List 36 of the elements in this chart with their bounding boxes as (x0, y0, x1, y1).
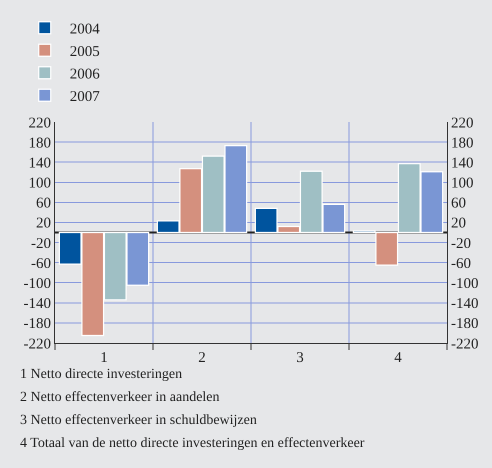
y2-tick-label: -100 (451, 276, 478, 292)
y-tick-label: -100 (24, 276, 51, 292)
y-tick-label: -140 (24, 296, 51, 312)
y2-tick-label: 60 (451, 196, 466, 212)
x-tick-label: 1 (100, 350, 108, 366)
legend-label: 2005 (70, 44, 100, 60)
y2-tick-label: -220 (451, 336, 478, 352)
legend-label: 2004 (70, 22, 100, 38)
y2-tick-label: 220 (451, 115, 474, 132)
text: 3 Netto effectenverkeer in schuldbewijzen (20, 413, 257, 428)
text: 2 Netto effectenverkeer in aandelen (20, 390, 220, 405)
y2-tick-label: 20 (451, 216, 466, 232)
y-tick-label: 60 (36, 196, 51, 212)
x-tick-label: 3 (296, 350, 304, 366)
y2-tick-label: 180 (451, 135, 474, 152)
y-tick-label: 180 (28, 135, 51, 152)
y-tick-label: -220 (24, 336, 51, 352)
y-tick-label: -180 (24, 316, 51, 332)
y-tick-label: 100 (28, 176, 51, 192)
text: 1 Netto directe investeringen (20, 367, 182, 382)
x-tick-label: 4 (394, 350, 402, 366)
y2-tick-label: -60 (451, 256, 471, 272)
y-tick-label: -60 (31, 256, 51, 272)
y2-tick-label: -140 (451, 296, 478, 312)
legend-label: 2007 (70, 89, 100, 106)
legend-label: 2006 (70, 66, 100, 83)
y2-tick-label: 140 (451, 155, 474, 172)
y-tick-label: 20 (36, 216, 51, 232)
text: 4 Totaal van de netto directe investeringen en effectenverkeer (20, 436, 365, 451)
y2-tick-label: 100 (451, 176, 474, 192)
x-tick-label: 2 (198, 350, 206, 366)
y-tick-label: 140 (28, 155, 51, 172)
y2-tick-label: -20 (451, 236, 471, 252)
y2-tick-label: -180 (451, 316, 478, 332)
y-tick-label: 220 (28, 115, 51, 132)
y-tick-label: -20 (31, 236, 51, 252)
